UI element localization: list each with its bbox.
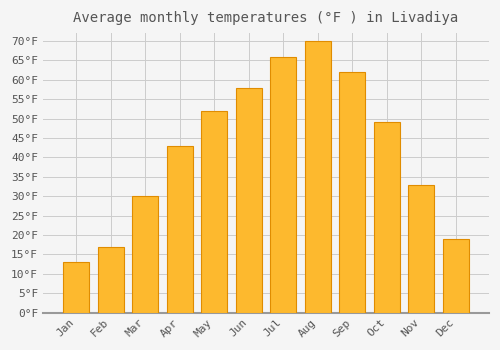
Bar bbox=[408, 184, 434, 313]
Bar bbox=[374, 122, 400, 313]
Bar bbox=[304, 41, 330, 313]
Title: Average monthly temperatures (°F ) in Livadiya: Average monthly temperatures (°F ) in Li… bbox=[74, 11, 458, 25]
Bar bbox=[270, 56, 296, 313]
Bar bbox=[63, 262, 89, 313]
Bar bbox=[98, 247, 124, 313]
Bar bbox=[201, 111, 227, 313]
Bar bbox=[166, 146, 192, 313]
Bar bbox=[339, 72, 365, 313]
Bar bbox=[236, 88, 262, 313]
Bar bbox=[132, 196, 158, 313]
Bar bbox=[442, 239, 468, 313]
